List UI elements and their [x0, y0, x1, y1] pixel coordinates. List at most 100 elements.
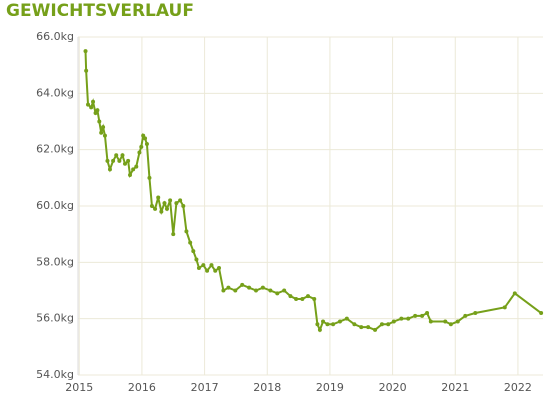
point [366, 325, 371, 330]
point [312, 296, 317, 301]
point [147, 175, 152, 180]
point [247, 285, 252, 290]
point [386, 322, 391, 327]
point [93, 111, 98, 116]
point [379, 322, 384, 327]
point [128, 173, 133, 178]
point [233, 288, 238, 293]
point [359, 325, 364, 330]
point [153, 206, 158, 211]
point [84, 68, 89, 73]
point [123, 161, 128, 166]
point [141, 133, 146, 138]
point [275, 291, 280, 296]
point [184, 229, 189, 234]
point [126, 158, 131, 163]
point [294, 296, 299, 301]
point [114, 153, 119, 158]
y-tick-label: 64.0kg [36, 86, 74, 99]
point [331, 322, 336, 327]
point [97, 119, 102, 124]
point [425, 311, 430, 316]
point [101, 125, 106, 130]
point [209, 263, 214, 268]
point [137, 150, 142, 155]
y-tick-label: 60.0kg [36, 199, 74, 212]
point [105, 158, 110, 163]
point [201, 263, 206, 268]
point [300, 296, 305, 301]
point [174, 201, 179, 206]
point [288, 294, 293, 299]
point [463, 313, 468, 318]
chart-title: GEWICHTSVERLAUF [6, 1, 194, 21]
point [428, 319, 433, 324]
point [344, 316, 349, 321]
point [539, 311, 544, 316]
point [317, 327, 322, 332]
y-tick-label: 58.0kg [36, 255, 74, 268]
y-tick-label: 56.0kg [36, 312, 74, 325]
x-tick-label: 2016 [128, 381, 156, 394]
x-tick-label: 2018 [253, 381, 281, 394]
point [253, 288, 258, 293]
point [305, 294, 310, 299]
point [260, 285, 265, 290]
point [139, 144, 144, 149]
point [321, 319, 326, 324]
x-tick-label: 2020 [379, 381, 407, 394]
point [406, 316, 411, 321]
point [420, 313, 425, 318]
point [143, 136, 148, 141]
point [168, 198, 173, 203]
point [131, 167, 136, 172]
x-tick-label: 2021 [441, 381, 469, 394]
point [352, 322, 357, 327]
y-tick-label: 62.0kg [36, 143, 74, 156]
point [455, 319, 460, 324]
point [443, 319, 448, 324]
point [181, 204, 186, 208]
point [373, 327, 378, 332]
point [134, 164, 139, 169]
point [325, 322, 330, 327]
point [144, 142, 149, 147]
y-tick-label: 66.0kg [36, 30, 74, 43]
point [191, 249, 196, 254]
x-tick-label: 2019 [316, 381, 344, 394]
point [205, 268, 210, 273]
point [83, 49, 88, 54]
point [240, 282, 245, 287]
point [102, 133, 107, 138]
point [221, 288, 226, 293]
point [315, 322, 320, 327]
point [448, 322, 453, 327]
point [282, 288, 287, 293]
point [268, 288, 273, 293]
x-tick-label: 2017 [191, 381, 219, 394]
point [213, 268, 218, 273]
point [159, 209, 164, 214]
point [391, 319, 396, 324]
point [226, 285, 231, 290]
point [107, 167, 112, 172]
point [194, 257, 199, 262]
point [413, 313, 418, 318]
point [164, 206, 169, 211]
point [120, 153, 125, 158]
point [337, 319, 342, 324]
point [111, 158, 116, 163]
point [502, 305, 507, 310]
point [399, 316, 404, 321]
y-tick-label: 54.0kg [36, 368, 74, 381]
point [512, 291, 517, 296]
point [178, 198, 183, 203]
point [95, 108, 100, 113]
x-tick-label: 2015 [65, 381, 93, 394]
point [217, 265, 222, 270]
point [196, 265, 201, 270]
point [162, 201, 167, 206]
x-tick-label: 2022 [504, 381, 532, 394]
point [188, 240, 193, 245]
